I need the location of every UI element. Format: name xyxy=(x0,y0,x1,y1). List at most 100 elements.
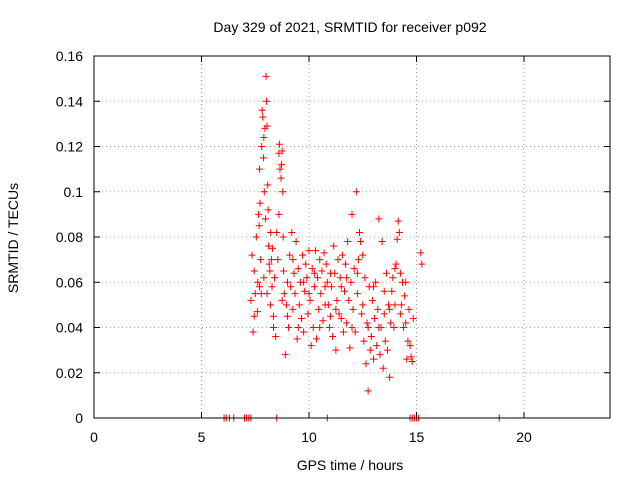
data-point xyxy=(352,188,360,196)
data-point xyxy=(271,274,279,282)
data-point xyxy=(280,267,288,275)
data-point xyxy=(276,165,284,173)
data-point xyxy=(359,251,367,259)
data-point xyxy=(249,328,257,336)
data-point xyxy=(275,140,283,148)
data-point xyxy=(272,333,280,341)
data-point xyxy=(281,351,289,359)
data-point xyxy=(370,355,377,363)
data-point xyxy=(401,292,409,300)
data-point xyxy=(256,165,264,173)
data-point xyxy=(294,265,302,273)
data-point xyxy=(358,310,366,318)
data-point xyxy=(402,319,410,327)
data-point xyxy=(396,310,404,318)
y-tick-label: 0.16 xyxy=(56,48,83,64)
y-tick-label: 0.04 xyxy=(56,320,83,336)
data-point xyxy=(316,256,324,264)
data-point xyxy=(255,222,263,230)
data-point xyxy=(397,301,405,309)
data-point xyxy=(380,310,388,318)
data-point xyxy=(270,312,278,320)
data-point xyxy=(323,278,331,286)
data-points xyxy=(220,72,503,422)
data-point xyxy=(396,269,404,277)
data-point xyxy=(260,133,268,141)
data-point xyxy=(417,249,425,257)
data-point xyxy=(394,217,402,225)
data-point xyxy=(258,106,266,114)
data-point xyxy=(264,181,272,189)
data-point xyxy=(333,296,341,304)
data-point xyxy=(403,355,411,363)
data-point xyxy=(328,283,336,291)
data-point xyxy=(367,333,375,341)
data-point xyxy=(334,256,342,264)
data-point xyxy=(259,154,267,162)
data-point xyxy=(324,301,332,309)
data-point xyxy=(303,274,311,282)
data-point xyxy=(315,305,323,313)
data-point xyxy=(320,249,328,257)
data-point xyxy=(278,296,286,304)
data-point xyxy=(344,238,352,246)
data-point xyxy=(351,328,359,336)
data-point xyxy=(256,283,264,291)
data-point xyxy=(311,247,319,255)
data-point xyxy=(386,373,394,381)
data-point xyxy=(300,278,308,286)
x-axis-label: GPS time / hours xyxy=(297,457,404,473)
data-point xyxy=(262,72,270,80)
data-point xyxy=(327,312,334,320)
data-point xyxy=(392,260,400,268)
data-point xyxy=(381,337,389,345)
data-point xyxy=(409,314,417,322)
data-point xyxy=(386,305,394,313)
data-point xyxy=(335,310,343,318)
data-point xyxy=(282,301,290,309)
data-point xyxy=(301,287,309,295)
data-point xyxy=(293,335,301,343)
data-point xyxy=(319,317,327,325)
data-point xyxy=(262,97,270,105)
data-point xyxy=(360,337,368,345)
data-point xyxy=(374,305,382,313)
y-tick-label: 0.06 xyxy=(56,274,83,290)
data-point xyxy=(266,267,274,275)
data-point xyxy=(343,274,351,282)
data-point xyxy=(300,328,308,336)
x-tick-label: 15 xyxy=(409,429,425,445)
data-point xyxy=(247,296,255,304)
data-point xyxy=(263,290,271,298)
data-point xyxy=(274,256,282,264)
data-point xyxy=(346,344,354,352)
data-point xyxy=(418,260,426,268)
data-point xyxy=(356,228,364,236)
data-point xyxy=(304,310,312,318)
y-tick-label: 0.08 xyxy=(56,229,83,245)
data-point xyxy=(284,312,291,320)
data-point xyxy=(289,256,297,264)
x-tick-label: 5 xyxy=(198,429,206,445)
data-point xyxy=(368,296,376,304)
data-point xyxy=(353,290,361,298)
data-point xyxy=(250,267,258,275)
data-point xyxy=(280,290,288,298)
data-point xyxy=(362,360,370,368)
data-point xyxy=(405,305,413,313)
data-point xyxy=(404,337,412,345)
data-point xyxy=(313,335,321,343)
data-point xyxy=(302,260,310,268)
data-point xyxy=(390,324,398,331)
data-point xyxy=(287,283,295,291)
x-tick-label: 0 xyxy=(90,429,98,445)
data-point xyxy=(327,269,334,277)
data-point xyxy=(256,199,264,207)
data-point xyxy=(337,283,345,291)
data-point xyxy=(250,312,258,320)
data-point xyxy=(359,301,367,309)
data-point xyxy=(254,278,262,286)
data-point xyxy=(343,319,351,327)
data-point xyxy=(364,387,372,395)
